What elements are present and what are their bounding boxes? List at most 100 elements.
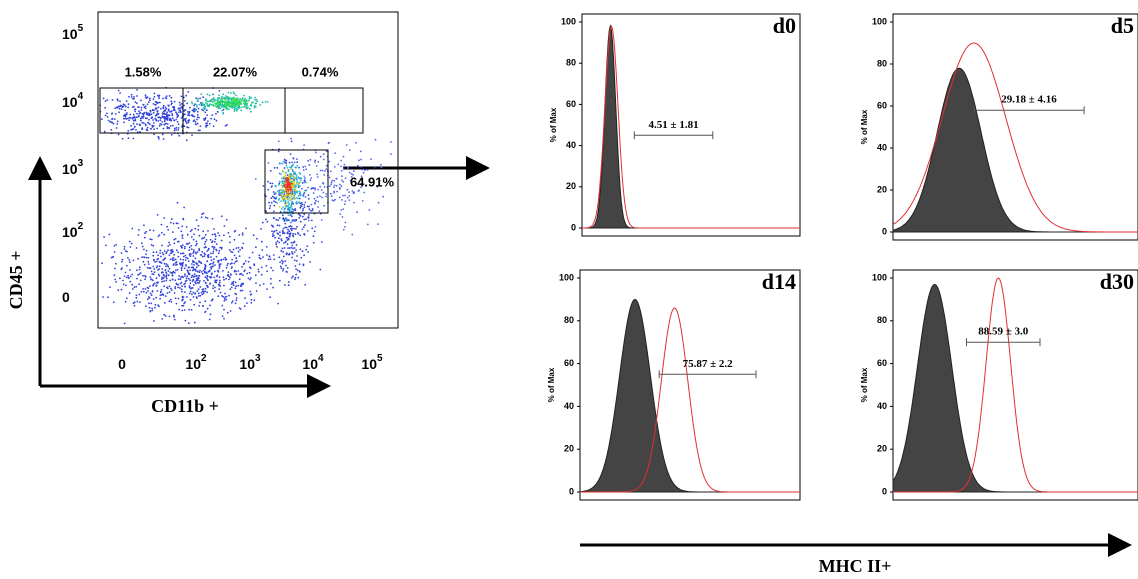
- event-dot: [227, 96, 230, 99]
- event-dot: [198, 305, 201, 307]
- event-dot: [363, 191, 366, 194]
- event-dot: [317, 188, 319, 191]
- event-dot: [269, 296, 271, 299]
- event-dot: [293, 220, 296, 223]
- event-dot: [223, 299, 226, 302]
- event-dot: [361, 200, 364, 202]
- event-dot: [222, 108, 225, 111]
- event-dot: [265, 210, 267, 213]
- event-dot: [377, 223, 379, 226]
- event-dot: [286, 218, 289, 221]
- event-dot: [302, 215, 304, 218]
- event-dot: [295, 273, 298, 276]
- tick-exponent: 4: [78, 91, 84, 102]
- day-label: d0: [773, 13, 796, 38]
- event-dot: [201, 288, 204, 291]
- event-dot: [164, 113, 167, 116]
- event-dot: [294, 278, 296, 281]
- event-dot: [248, 256, 251, 259]
- event-dot: [152, 298, 155, 300]
- event-dot: [162, 104, 165, 107]
- event-dot: [215, 255, 218, 258]
- event-dot: [197, 279, 199, 282]
- y-tick-label: 60: [564, 358, 574, 368]
- event-dot: [157, 95, 160, 98]
- event-dot: [189, 106, 191, 109]
- event-dot: [189, 230, 192, 233]
- event-dot: [291, 219, 294, 222]
- event-dot: [280, 239, 283, 242]
- event-dot: [173, 253, 176, 256]
- event-dot: [224, 124, 227, 127]
- event-dot: [119, 92, 121, 94]
- event-dot: [174, 237, 177, 240]
- event-dot: [118, 111, 120, 114]
- event-dot: [283, 220, 286, 222]
- event-dot: [182, 255, 185, 258]
- event-dot: [237, 284, 240, 287]
- event-dot: [282, 268, 285, 270]
- event-dot: [360, 175, 363, 178]
- event-dot: [163, 285, 166, 288]
- event-dot: [312, 241, 315, 244]
- event-dot: [210, 104, 213, 106]
- event-dot: [173, 119, 175, 121]
- event-dot: [236, 260, 238, 262]
- event-dot: [180, 103, 183, 105]
- event-dot: [257, 270, 260, 273]
- event-dot: [160, 289, 163, 291]
- tick-exponent: 5: [78, 23, 84, 34]
- event-dot: [193, 264, 195, 266]
- event-dot: [197, 264, 200, 267]
- event-dot: [191, 102, 194, 105]
- event-dot: [117, 133, 120, 136]
- tick-base: 10: [302, 356, 318, 372]
- event-dot: [180, 262, 183, 265]
- event-dot: [194, 281, 197, 284]
- event-dot: [136, 277, 138, 280]
- event-dot: [285, 270, 288, 273]
- event-dot: [251, 251, 254, 254]
- tick-base: 10: [239, 356, 255, 372]
- event-dot: [212, 250, 215, 253]
- event-dot: [148, 267, 151, 269]
- event-dot: [213, 276, 216, 279]
- event-dot: [227, 262, 229, 265]
- event-dot: [184, 285, 187, 288]
- event-dot: [173, 107, 175, 110]
- event-dot: [136, 89, 138, 91]
- event-dot: [162, 294, 165, 296]
- event-dot: [296, 182, 299, 185]
- event-dot: [351, 233, 354, 236]
- event-dot: [144, 107, 147, 110]
- event-dot: [175, 126, 178, 129]
- event-dot: [290, 137, 292, 140]
- event-dot: [126, 112, 128, 114]
- event-dot: [187, 121, 190, 124]
- event-dot: [249, 110, 252, 113]
- event-dot: [285, 236, 288, 239]
- event-dot: [335, 184, 338, 187]
- event-dot: [166, 123, 169, 125]
- event-dot: [285, 193, 288, 196]
- event-dot: [198, 275, 200, 277]
- event-dot: [149, 110, 152, 113]
- event-dot: [194, 292, 197, 295]
- event-dot: [218, 267, 221, 269]
- event-dot: [161, 280, 164, 283]
- event-dot: [121, 258, 124, 261]
- event-dot: [205, 126, 208, 128]
- event-dot: [143, 256, 145, 259]
- event-dot: [294, 233, 297, 236]
- event-dot: [168, 95, 171, 97]
- event-dot: [275, 242, 278, 244]
- event-dot: [285, 177, 287, 180]
- event-dot: [165, 95, 168, 98]
- event-dot: [105, 244, 107, 247]
- event-dot: [168, 241, 170, 244]
- event-dot: [190, 114, 193, 117]
- event-dot: [340, 170, 343, 172]
- event-dot: [301, 203, 303, 206]
- event-dot: [199, 97, 202, 100]
- event-dot: [230, 286, 233, 289]
